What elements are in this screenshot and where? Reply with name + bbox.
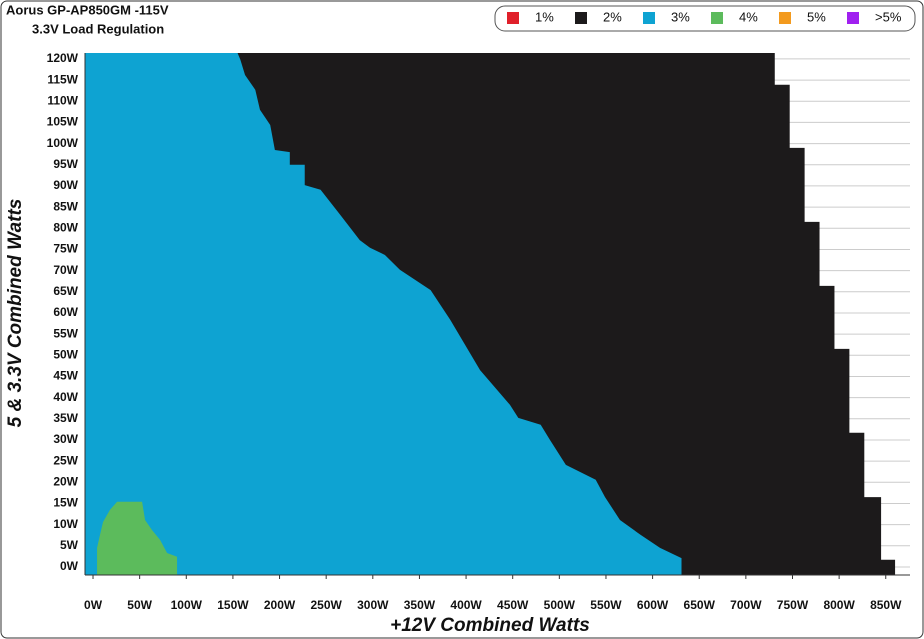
x-tick-label: 350W xyxy=(404,598,436,612)
y-tick-label: 120W xyxy=(47,51,79,65)
legend-swatch xyxy=(711,12,723,24)
x-tick-label: 600W xyxy=(637,598,669,612)
x-tick-label: 500W xyxy=(544,598,576,612)
y-tick-label: 65W xyxy=(53,284,78,298)
x-tick-label: 200W xyxy=(264,598,296,612)
legend xyxy=(494,5,916,32)
y-tick-label: 80W xyxy=(53,220,78,234)
legend-label: >5% xyxy=(875,9,902,24)
y-tick-label: 20W xyxy=(53,474,78,488)
y-tick-label: 30W xyxy=(53,432,78,446)
y-tick-label: 50W xyxy=(53,347,78,361)
region xyxy=(85,53,682,575)
legend-swatch xyxy=(507,12,519,24)
y-tick-label: 35W xyxy=(53,411,78,425)
legend-swatch xyxy=(643,12,655,24)
y-tick-label: 110W xyxy=(47,93,78,107)
y-tick-label: 75W xyxy=(53,242,78,256)
y-tick-label: 10W xyxy=(53,517,78,531)
y-tick-label: 100W xyxy=(47,136,79,150)
y-tick-label: 70W xyxy=(53,263,78,277)
region xyxy=(97,501,178,575)
y-tick-label: 95W xyxy=(53,157,78,171)
legend-label: 2% xyxy=(603,9,622,24)
x-tick-label: 550W xyxy=(590,598,622,612)
y-tick-label: 15W xyxy=(53,496,78,510)
legend-swatch xyxy=(847,12,859,24)
y-tick-label: 60W xyxy=(53,305,78,319)
y-tick-label: 5W xyxy=(60,538,79,552)
legend-swatch xyxy=(575,12,587,24)
y-tick-label: 40W xyxy=(53,390,78,404)
y-tick-label: 0W xyxy=(60,559,79,573)
legend-label: 5% xyxy=(807,9,826,24)
y-tick-label: 115W xyxy=(47,72,78,86)
legend-label: 1% xyxy=(535,9,554,24)
y-tick-label: 105W xyxy=(47,115,79,129)
legend-label: 4% xyxy=(739,9,758,24)
x-tick-label: 850W xyxy=(870,598,902,612)
y-tick-label: 90W xyxy=(53,178,78,192)
y-tick-label: 55W xyxy=(53,326,78,340)
x-axis-label: +12V Combined Watts xyxy=(390,615,590,636)
y-tick-label: 25W xyxy=(53,453,78,467)
x-tick-label: 450W xyxy=(497,598,529,612)
legend-label: 3% xyxy=(671,9,690,24)
y-tick-label: 85W xyxy=(53,199,78,213)
x-tick-label: 100W xyxy=(171,598,203,612)
x-tick-label: 150W xyxy=(217,598,249,612)
x-tick-label: 800W xyxy=(823,598,855,612)
legend-swatch xyxy=(779,12,791,24)
y-tick-label: 45W xyxy=(53,369,78,383)
x-tick-label: 700W xyxy=(730,598,762,612)
chart-title: Aorus GP-AP850GM -115V xyxy=(6,2,169,17)
x-tick-label: 300W xyxy=(357,598,389,612)
x-tick-label: 50W xyxy=(127,598,152,612)
x-tick-label: 750W xyxy=(777,598,809,612)
x-tick-label: 0W xyxy=(84,598,103,612)
chart-subtitle: 3.3V Load Regulation xyxy=(32,21,164,36)
x-tick-label: 400W xyxy=(450,598,482,612)
x-tick-label: 250W xyxy=(310,598,342,612)
y-axis-label: 5 & 3.3V Combined Watts xyxy=(5,199,26,428)
x-tick-label: 650W xyxy=(684,598,716,612)
